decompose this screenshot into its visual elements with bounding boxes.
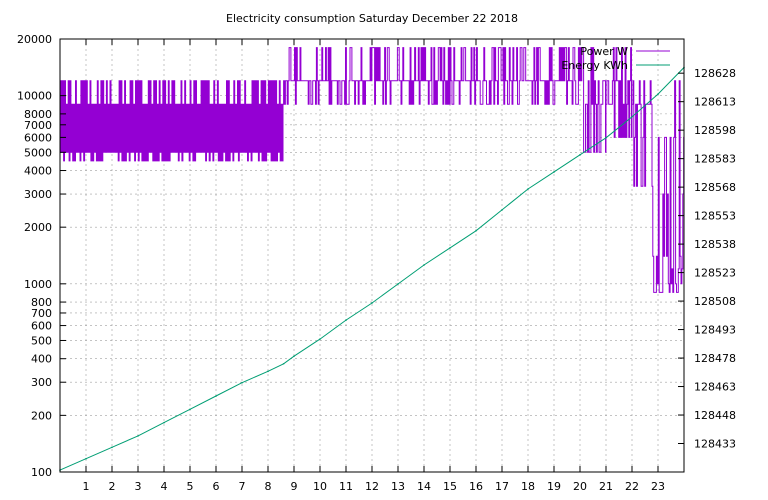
x-tick-label: 3: [135, 480, 142, 493]
x-tick-label: 7: [239, 480, 246, 493]
y-left-tick-label: 100: [31, 466, 52, 479]
x-tick-label: 8: [265, 480, 272, 493]
y-left-tick-label: 500: [31, 334, 52, 347]
energy-data-point: [137, 435, 139, 437]
power-series-line: [60, 47, 685, 293]
energy-data-point: [527, 188, 529, 190]
y-left-tick-label: 1000: [24, 278, 52, 291]
y-left-tick-label: 400: [31, 353, 52, 366]
energy-data-point: [631, 116, 633, 118]
y-right-tick-label: 128493: [694, 324, 736, 337]
energy-data-point: [111, 446, 113, 449]
y-right-tick-label: 128478: [694, 352, 736, 365]
y-right-tick-label: 128583: [694, 153, 736, 166]
energy-data-point: [282, 362, 285, 365]
energy-data-point: [85, 457, 87, 460]
y-right-tick-label: 128613: [694, 96, 736, 109]
legend-label: Power W: [580, 45, 628, 58]
energy-data-point: [215, 395, 217, 397]
y-right-tick-label: 128553: [694, 210, 736, 223]
energy-data-point: [371, 302, 373, 304]
energy-data-point: [241, 381, 243, 384]
energy-data-point: [345, 319, 347, 321]
x-tick-label: 10: [313, 480, 327, 493]
y-left-tick-label: 4000: [24, 165, 52, 178]
y-left-tick-label: 600: [31, 320, 52, 333]
x-tick-label: 20: [573, 480, 587, 493]
y-right-tick-label: 128628: [694, 67, 736, 80]
x-tick-label: 21: [599, 480, 613, 493]
energy-series-line: [59, 67, 685, 471]
y-right-tick-label: 128568: [694, 181, 736, 194]
y-right-tick-label: 128598: [694, 124, 736, 137]
energy-data-point: [657, 93, 659, 95]
energy-data-point: [449, 247, 451, 249]
y-left-tick-label: 3000: [24, 188, 52, 201]
x-tick-label: 13: [391, 480, 405, 493]
x-tick-label: 5: [187, 480, 194, 493]
y-left-tick-label: 5000: [24, 146, 52, 159]
y-left-tick-label: 2000: [24, 221, 52, 234]
y-left-tick-label: 20000: [17, 33, 52, 46]
x-tick-label: 18: [521, 480, 535, 493]
x-tick-label: 14: [417, 480, 431, 493]
axis-ticks: 1 2 3 4 5 6 7 8 9 10 11 12 13 14 15 16 17 18 19 20 21 22 23100…: [17, 33, 736, 493]
energy-data-point: [397, 283, 399, 285]
energy-data-point: [553, 171, 555, 173]
energy-data-point: [163, 421, 165, 424]
y-right-tick-label: 128523: [694, 267, 736, 280]
grid-lines: [60, 38, 684, 473]
series-layer: [59, 47, 685, 471]
energy-data-point: [189, 408, 191, 411]
energy-data-point: [319, 338, 321, 340]
y-left-tick-label: 8000: [24, 108, 52, 121]
x-tick-label: 4: [161, 480, 168, 493]
y-right-tick-label: 128448: [694, 409, 736, 422]
energy-data-point: [605, 136, 607, 139]
y-left-tick-label: 800: [31, 296, 52, 309]
energy-data-point: [267, 370, 269, 373]
x-tick-label: 23: [651, 480, 665, 493]
x-tick-label: 9: [291, 480, 298, 493]
x-tick-label: 12: [365, 480, 379, 493]
y-right-tick-label: 128463: [694, 381, 736, 394]
x-tick-label: 6: [213, 480, 220, 493]
energy-data-point: [579, 154, 581, 156]
y-right-tick-label: 128538: [694, 238, 736, 251]
x-tick-label: 2: [109, 480, 116, 493]
x-tick-label: 15: [443, 480, 457, 493]
y-right-tick-label: 128508: [694, 295, 736, 308]
x-tick-label: 11: [339, 480, 353, 493]
chart-title: Electricity consumption Saturday Decembe…: [226, 12, 518, 25]
y-left-tick-label: 7000: [24, 119, 52, 132]
energy-data-point: [293, 355, 295, 357]
x-tick-label: 1: [83, 480, 90, 493]
x-tick-label: 17: [495, 480, 509, 493]
x-tick-label: 19: [547, 480, 561, 493]
energy-data-point: [501, 209, 503, 211]
legend-label: Energy KWh: [561, 59, 628, 72]
energy-data-point: [423, 264, 425, 266]
x-tick-label: 16: [469, 480, 483, 493]
y-right-tick-label: 128433: [694, 438, 736, 451]
energy-data-point: [475, 230, 477, 232]
y-left-tick-label: 200: [31, 409, 52, 422]
y-left-tick-label: 10000: [17, 90, 52, 103]
y-left-tick-label: 6000: [24, 131, 52, 144]
y-left-tick-label: 700: [31, 307, 52, 320]
x-tick-label: 22: [625, 480, 639, 493]
y-left-tick-label: 300: [31, 376, 52, 389]
